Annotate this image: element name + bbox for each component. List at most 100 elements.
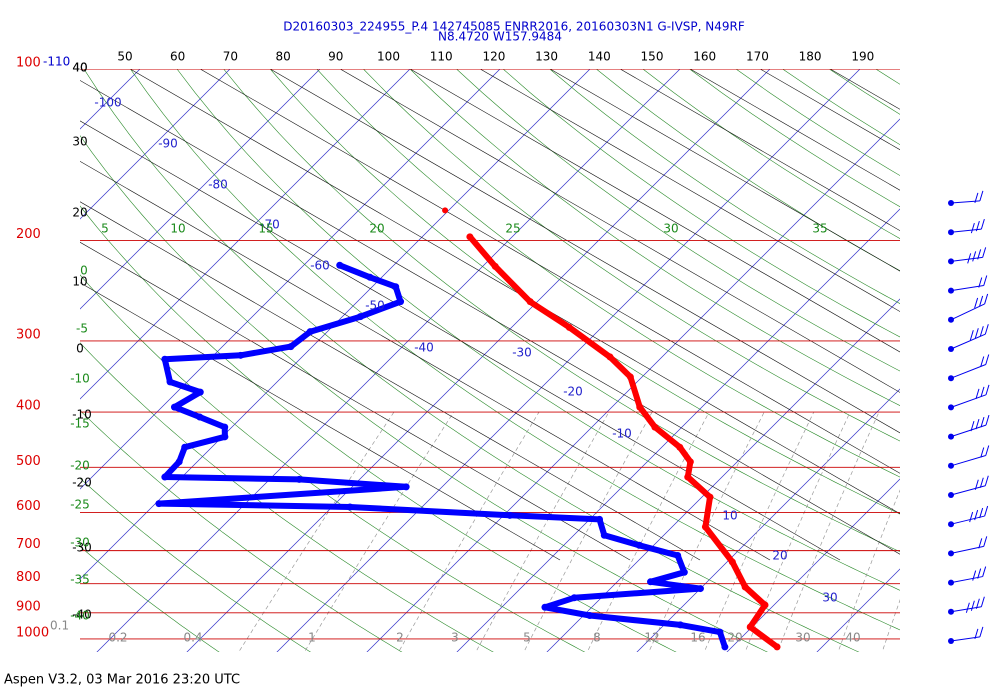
pressure-label: 200 — [16, 227, 41, 242]
profile-point — [600, 531, 608, 539]
barb-flag — [980, 386, 985, 397]
barb-flag — [980, 219, 985, 230]
barb-flag — [975, 598, 980, 609]
reference-line — [339, 69, 900, 393]
mixing-ratio-line — [837, 489, 900, 652]
profile-point — [651, 423, 659, 431]
pressure-label: 700 — [16, 537, 41, 552]
wind-barbs — [948, 190, 990, 644]
theta-label: 10 — [170, 222, 185, 236]
isotherm-label: -100 — [94, 96, 121, 110]
profile-point — [570, 594, 578, 602]
barb-flag — [970, 421, 975, 432]
top-label: 70 — [223, 50, 238, 64]
corner-label: -110 — [43, 55, 70, 69]
barb-flag — [972, 570, 977, 581]
dry-adiabat — [549, 69, 900, 304]
top-label: 150 — [641, 50, 664, 64]
profile-point — [166, 378, 174, 386]
dry-adiabat — [83, 69, 860, 652]
profile-point — [596, 515, 604, 523]
mixing-ratio-label: 0.2 — [108, 631, 127, 645]
dry-adiabat — [80, 477, 311, 652]
profile-point — [346, 503, 354, 511]
barb-staff — [950, 394, 987, 408]
reference-line — [409, 69, 900, 353]
top-label: 170 — [746, 50, 769, 64]
mixing-ratio-line — [703, 411, 815, 652]
reference-line — [619, 69, 900, 232]
top-label: 110 — [430, 50, 453, 64]
mixing-ratio-line — [777, 411, 880, 652]
barb-flag — [969, 330, 974, 341]
profile-point — [336, 261, 344, 269]
barb-flag — [974, 192, 979, 204]
barb-flag — [970, 223, 975, 234]
profile-point — [676, 443, 684, 451]
profile-point — [402, 483, 410, 491]
mixing-ratio-line — [398, 411, 540, 652]
profile-point — [701, 523, 709, 531]
barb-staff — [950, 303, 985, 321]
mixing-ratio-label: 30 — [795, 631, 810, 645]
profile-point — [541, 603, 549, 611]
barb-flag — [984, 324, 989, 335]
barb-flag — [985, 354, 990, 365]
dry-adiabat — [595, 69, 900, 272]
traces — [155, 207, 781, 651]
mixing-ratio-label: 0.4 — [183, 631, 202, 645]
pressure-label: 1000 — [16, 625, 49, 640]
dry-adiabat — [269, 69, 900, 515]
profile-point — [761, 601, 769, 609]
dry-adiabat — [80, 546, 220, 652]
reference-line — [759, 69, 900, 151]
profile-point — [161, 355, 169, 363]
mixing-ratio-label: 12 — [644, 631, 659, 645]
profile-point — [155, 500, 163, 508]
reference-line — [80, 201, 701, 561]
profile-point — [636, 403, 644, 411]
reference-line — [829, 69, 900, 110]
barb-flag — [979, 190, 984, 202]
pressure-label: 300 — [16, 327, 41, 342]
barb-flag — [983, 536, 988, 547]
mixing-ratio-line — [303, 411, 454, 652]
profile-point — [196, 388, 204, 396]
reference-line — [269, 69, 900, 434]
barb-flag — [974, 628, 979, 640]
dry-adiabat — [642, 69, 900, 239]
pressure-label: 500 — [16, 454, 41, 469]
mixing-ratio-label: 5 — [523, 631, 531, 645]
barb-flag — [974, 509, 979, 521]
dry-adiabat — [80, 410, 403, 652]
pressure-label: 900 — [16, 599, 41, 614]
mixing-ratio-label: 1 — [308, 631, 316, 645]
profile-point — [773, 643, 781, 651]
barb-flag — [975, 221, 980, 232]
profile-point — [526, 298, 534, 306]
barb-flag — [978, 277, 983, 288]
barb-flag — [979, 477, 984, 488]
reference-line — [80, 282, 561, 561]
dry-adiabat — [689, 69, 900, 208]
theta-label: 15 — [258, 222, 273, 236]
isotherm-label: -50 — [365, 299, 385, 313]
mixing-ratio-label: 20 — [727, 631, 742, 645]
dry-adiabat — [80, 342, 494, 652]
reference-line — [199, 69, 900, 474]
barb-flag — [979, 626, 984, 638]
profile-point — [746, 623, 754, 631]
left-label: -30 — [72, 541, 92, 555]
barb-flag — [977, 249, 982, 260]
reference-line — [80, 241, 631, 561]
dry-adiabat — [502, 69, 900, 338]
profile-point — [635, 541, 643, 549]
barb-flag — [979, 295, 984, 307]
dry-adiabat — [409, 69, 900, 406]
pressure-label: 600 — [16, 499, 41, 514]
left-label: -10 — [72, 408, 92, 422]
profile-point — [392, 283, 400, 291]
profile-point — [586, 612, 594, 620]
profile-point — [295, 475, 303, 483]
